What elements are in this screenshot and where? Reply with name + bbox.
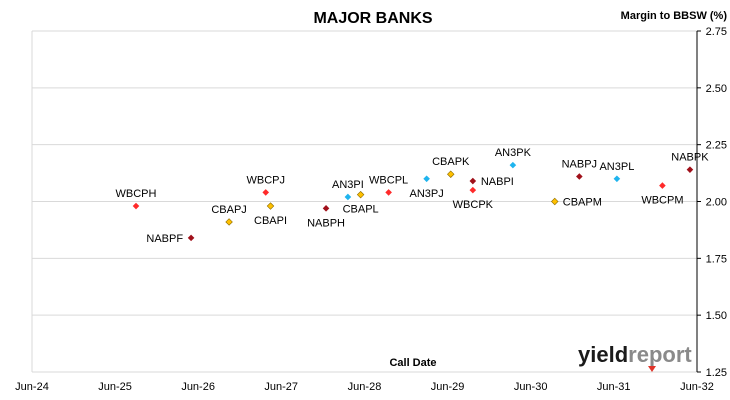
data-label-an3pl: AN3PL <box>599 161 634 173</box>
y-tick-label: 1.75 <box>706 253 727 265</box>
x-tick-label: Jun-31 <box>597 381 631 393</box>
logo-text-report: report <box>628 342 692 367</box>
x-tick-label: Jun-24 <box>15 381 49 393</box>
data-point-cbapi <box>266 202 275 210</box>
data-label-an3pk: AN3PK <box>495 147 532 159</box>
data-label-nabph: NABPH <box>307 217 345 229</box>
logo-triangle-icon <box>648 366 656 372</box>
data-point-nabph <box>322 205 330 212</box>
data-point-cbapm <box>551 197 559 206</box>
y-tick-label: 2.25 <box>706 140 727 152</box>
data-point-wbcph <box>132 202 140 210</box>
data-point-an3pl <box>613 175 621 183</box>
data-label-cbapj: CBAPJ <box>211 204 246 216</box>
data-label-wbcpl: WBCPL <box>369 174 408 186</box>
x-tick-label: Jun-26 <box>181 381 215 393</box>
data-label-cbapk: CBAPK <box>432 156 470 168</box>
data-label-an3pi: AN3PI <box>332 179 364 191</box>
y-axis-ticks: 1.25 1.50 1.75 2.00 2.25 2.50 2.75 <box>697 26 727 379</box>
data-label-nabpi: NABPI <box>481 176 514 188</box>
yieldreport-logo: yieldreport <box>578 342 692 372</box>
data-label-wbcpm: WBCPM <box>641 195 683 207</box>
y-axis-title: Margin to BBSW (%) <box>621 10 728 22</box>
data-point-nabpj <box>576 173 583 180</box>
x-tick-label: Jun-27 <box>264 381 298 393</box>
data-label-an3pj: AN3PJ <box>410 188 444 200</box>
data-label-cbapm: CBAPM <box>563 197 602 209</box>
x-tick-label: Jun-30 <box>514 381 548 393</box>
data-point-wbcpl <box>385 189 392 196</box>
data-label-nabpk: NABPK <box>671 152 709 164</box>
data-point-cbapl <box>356 190 365 199</box>
y-tick-label: 2.75 <box>706 26 727 38</box>
x-tick-label: Jun-29 <box>431 381 465 393</box>
data-point-an3pi <box>344 193 352 201</box>
data-label-wbcph: WBCPH <box>116 188 157 200</box>
x-axis-title: Call Date <box>389 357 436 369</box>
x-tick-label: Jun-28 <box>348 381 382 393</box>
data-label-nabpf: NABPF <box>146 233 183 245</box>
data-point-nabpi <box>469 177 477 185</box>
data-point-cbapk <box>447 170 455 178</box>
logo-text-yield: yield <box>578 342 628 367</box>
data-point-an3pk <box>509 161 517 169</box>
chart-title: MAJOR BANKS <box>313 10 432 27</box>
grid-lines <box>32 30 697 373</box>
y-tick-label: 2.50 <box>706 83 727 95</box>
x-axis-ticks: Jun-24 Jun-25 Jun-26 Jun-27 Jun-28 Jun-29 Jun-… <box>15 381 714 393</box>
data-label-cbapl: CBAPL <box>343 204 379 216</box>
data-point-nabpk <box>686 166 694 173</box>
data-label-nabpj: NABPJ <box>562 158 597 170</box>
y-tick-label: 1.50 <box>706 310 727 322</box>
y-tick-label: 2.00 <box>706 197 727 209</box>
data-point-wbcpm <box>659 182 666 189</box>
y-tick-label: 1.25 <box>706 367 727 379</box>
x-tick-label: Jun-32 <box>680 381 714 393</box>
data-label-cbapi: CBAPI <box>254 215 287 227</box>
data-point-an3pj <box>423 175 430 183</box>
svg-text:yieldreport: yieldreport <box>578 342 692 367</box>
data-point-nabpf <box>187 234 195 242</box>
data-point-cbapj <box>225 218 233 226</box>
data-point-wbcpj <box>262 189 270 196</box>
data-points: WBCPH NABPF CBAPJ WBCPJ CBAPI NABPH AN3PI CBAPL… <box>116 147 710 245</box>
data-point-wbcpk <box>469 186 477 194</box>
x-tick-label: Jun-25 <box>98 381 132 393</box>
data-label-wbcpj: WBCPJ <box>246 174 285 186</box>
data-label-wbcpk: WBCPK <box>453 199 494 211</box>
